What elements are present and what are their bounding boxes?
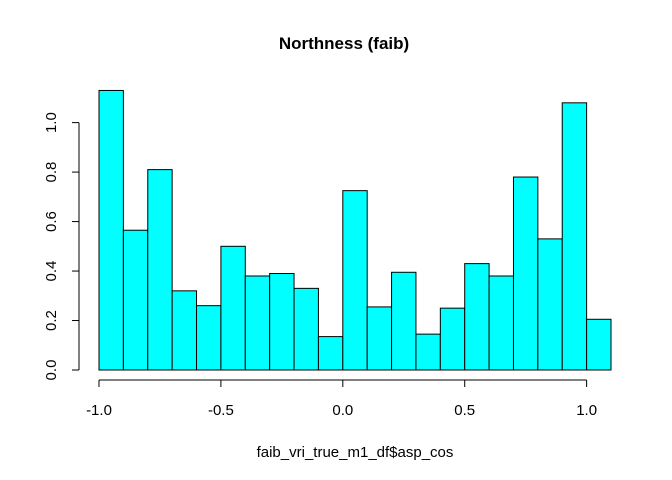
histogram-bar bbox=[98, 89, 124, 371]
histogram-bar bbox=[366, 306, 393, 371]
y-tick-label: 0.4 bbox=[43, 261, 60, 282]
histogram-bar bbox=[415, 333, 441, 371]
x-tick-label: -0.5 bbox=[208, 402, 234, 419]
histogram-bar bbox=[147, 169, 173, 371]
histogram-bar bbox=[561, 102, 588, 371]
x-axis: -1.0 -0.5 0.0 0.5 1.0 bbox=[86, 379, 597, 419]
histogram-bar bbox=[317, 336, 344, 371]
x-tick-label: 1.0 bbox=[576, 402, 597, 419]
y-tick-label: 0.6 bbox=[43, 211, 60, 232]
histogram-bar bbox=[269, 273, 295, 371]
histogram-bar bbox=[293, 287, 319, 371]
histogram-bar bbox=[439, 307, 466, 371]
histogram-bar bbox=[464, 263, 490, 371]
histogram-bar bbox=[512, 176, 539, 371]
histogram-bar bbox=[391, 271, 417, 371]
histogram-bar bbox=[220, 245, 246, 371]
bars-group bbox=[98, 89, 612, 371]
histogram-bar bbox=[488, 275, 514, 371]
y-tick-label: 0.2 bbox=[43, 310, 60, 331]
histogram-bar bbox=[196, 305, 222, 371]
y-axis: 0.0 0.2 0.4 0.6 0.8 1.0 bbox=[43, 112, 80, 381]
histogram-bar bbox=[342, 190, 368, 371]
y-tick-label: 1.0 bbox=[43, 112, 60, 133]
x-axis-label: faib_vri_true_m1_df$asp_cos bbox=[257, 444, 454, 461]
x-tick-label: 0.5 bbox=[454, 402, 475, 419]
chart-title: Northness (faib) bbox=[279, 34, 409, 53]
histogram-bar bbox=[586, 318, 612, 371]
x-tick-label: -1.0 bbox=[86, 402, 112, 419]
x-tick-label: 0.0 bbox=[332, 402, 353, 419]
histogram-bar bbox=[171, 290, 198, 371]
histogram-bar bbox=[244, 275, 271, 371]
histogram-bar bbox=[122, 229, 149, 371]
y-tick-label: 0.0 bbox=[43, 360, 60, 381]
y-tick-label: 0.8 bbox=[43, 162, 60, 183]
histogram-bar bbox=[537, 238, 563, 371]
